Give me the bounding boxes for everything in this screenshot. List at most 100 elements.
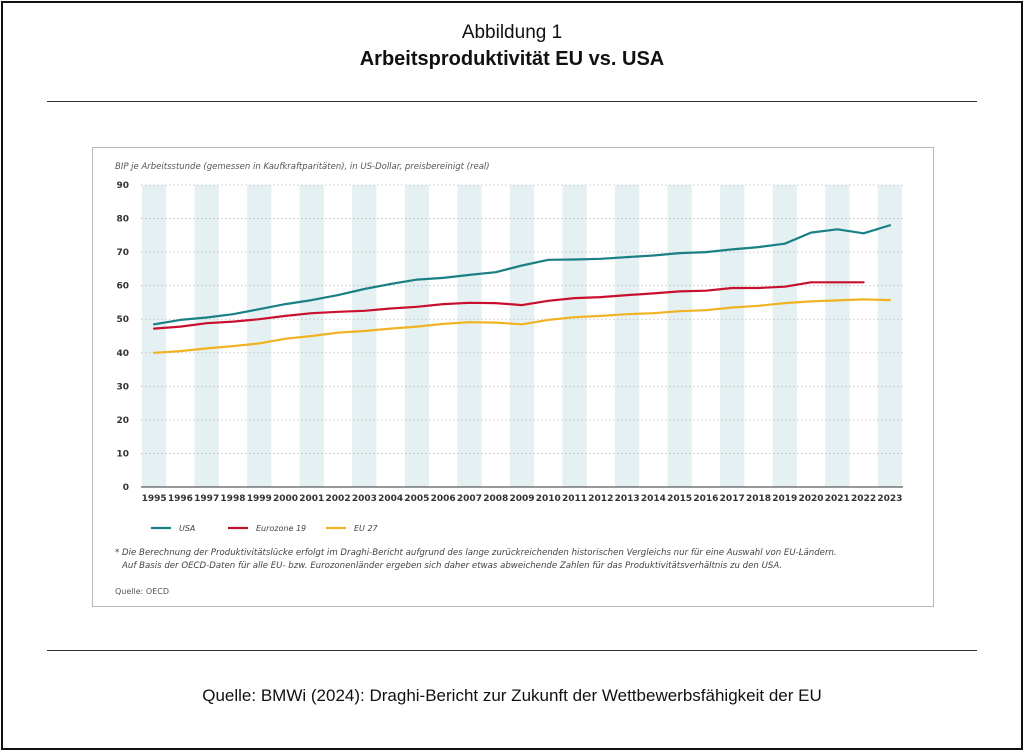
data-point-eurozone-19-1998: [232, 320, 234, 323]
data-point-usa-2006: [442, 277, 445, 279]
footnote-line-1: * Die Berechnung der Produktivitätslücke…: [115, 548, 837, 558]
series-line-eurozone-19: [152, 281, 865, 330]
year-band-2005: [404, 185, 430, 487]
data-point-eu-27-2010: [547, 318, 550, 321]
data-point-eu-27-2002: [337, 331, 339, 334]
data-point-eu-27-2015: [678, 310, 681, 313]
data-point-eurozone-19-1995: [153, 327, 156, 330]
data-point-eurozone-19-2022: [862, 281, 865, 284]
year-band-2011: [562, 185, 587, 487]
data-point-eurozone-19-2011: [573, 297, 576, 299]
legend-label: USA: [179, 524, 195, 533]
data-point-usa-2013: [626, 256, 629, 259]
data-point-eu-27-2004: [389, 327, 392, 330]
x-tick-label: 2014: [641, 494, 666, 504]
data-point-usa-2012: [599, 257, 602, 260]
y-axis-label: BIP je Arbeitsstunde (gemessen in Kaufkr…: [115, 162, 490, 172]
x-tick-label: 2011: [562, 494, 587, 504]
line-chart: BIP je Arbeitsstunde (gemessen in Kaufkr…: [115, 162, 903, 596]
y-tick-label: 70: [116, 248, 129, 258]
data-point-usa-2015: [678, 252, 681, 255]
x-tick-label: 2007: [457, 494, 482, 504]
data-point-eu-27-2013: [626, 313, 629, 316]
data-point-eurozone-19-2016: [705, 289, 707, 292]
data-point-eu-27-2007: [468, 321, 471, 324]
x-tick-label: 2017: [720, 494, 745, 504]
x-tick-label: 2001: [299, 494, 324, 504]
x-tick-label: 2015: [667, 494, 692, 504]
data-point-eu-27-2011: [573, 316, 576, 319]
x-tick-label: 2000: [273, 494, 298, 504]
data-point-eu-27-2000: [284, 337, 287, 340]
data-point-usa-2002: [337, 294, 339, 296]
data-point-usa-2022: [862, 232, 865, 235]
x-tick-label: 1999: [247, 494, 272, 504]
data-point-usa-1995: [153, 323, 156, 326]
y-tick-label: 10: [116, 449, 129, 459]
year-band-2021: [825, 185, 850, 487]
data-point-eurozone-19-1997: [205, 322, 208, 325]
x-tick-label: 2016: [693, 494, 718, 504]
data-point-usa-1996: [179, 318, 182, 321]
x-tick-label: 1998: [220, 494, 245, 504]
data-point-eurozone-19-2015: [678, 290, 681, 293]
data-point-eu-27-1998: [232, 345, 234, 347]
legend-label: EU 27: [354, 524, 379, 533]
footnote-line-2: Auf Basis der OECD-Daten für alle EU- bz…: [121, 561, 782, 571]
data-point-eu-27-1999: [258, 342, 261, 345]
x-tick-label: 2018: [746, 494, 771, 504]
data-point-eurozone-19-2008: [494, 302, 497, 305]
data-point-eurozone-19-2006: [442, 303, 445, 306]
data-point-eu-27-2008: [494, 321, 497, 324]
data-point-eurozone-19-2013: [626, 294, 629, 296]
data-point-eu-27-2009: [521, 323, 523, 326]
x-tick-label: 2006: [431, 494, 456, 504]
y-tick-label: 40: [116, 349, 129, 359]
x-tick-label: 2020: [799, 494, 824, 504]
data-point-usa-2008: [494, 271, 497, 274]
data-point-eu-27-1996: [179, 350, 182, 352]
data-point-eurozone-19-2005: [415, 305, 418, 308]
x-tick-label: 2009: [509, 494, 534, 504]
data-point-usa-1999: [258, 308, 261, 311]
data-point-eurozone-19-2020: [810, 281, 812, 284]
y-tick-label: 30: [116, 382, 129, 392]
data-point-eu-27-2017: [731, 306, 734, 309]
x-tick-label: 2005: [404, 494, 429, 504]
data-point-eurozone-19-2012: [599, 296, 602, 298]
figure-title: Arbeitsproduktivität EU vs. USA: [359, 48, 665, 70]
data-point-eurozone-19-2003: [363, 309, 366, 312]
data-point-eu-27-2016: [705, 309, 707, 312]
data-point-usa-2020: [810, 231, 812, 234]
x-tick-label: 2013: [615, 494, 640, 504]
data-point-eu-27-2018: [757, 304, 760, 307]
year-band-2009: [509, 185, 535, 487]
data-point-eu-27-2019: [783, 302, 786, 305]
year-band-2003: [352, 185, 377, 487]
data-point-eu-27-1995: [153, 351, 156, 354]
data-point-usa-2023: [888, 224, 891, 227]
data-point-usa-1997: [205, 316, 208, 319]
y-tick-label: 50: [116, 315, 129, 325]
data-point-eurozone-19-2007: [468, 301, 471, 304]
y-tick-label: 20: [116, 416, 129, 426]
x-tick-label: 2019: [772, 494, 797, 504]
data-point-eurozone-19-2002: [337, 310, 339, 313]
data-point-eurozone-19-2004: [389, 307, 392, 310]
data-point-usa-1998: [232, 313, 234, 316]
x-tick-label: 1995: [142, 494, 167, 504]
data-point-eurozone-19-2009: [521, 304, 523, 307]
year-band-2023: [877, 185, 902, 487]
data-point-eurozone-19-2001: [310, 312, 313, 315]
data-point-usa-2007: [468, 274, 471, 276]
x-tick-label: 2004: [378, 494, 403, 504]
data-point-eu-27-2023: [888, 299, 891, 301]
chart-source: Quelle: OECD: [115, 587, 169, 596]
data-point-usa-2021: [836, 228, 839, 231]
data-point-eurozone-19-1999: [258, 318, 261, 321]
data-point-usa-2011: [573, 258, 576, 261]
x-tick-label: 2002: [326, 494, 351, 504]
x-tick-label: 2023: [877, 494, 902, 504]
figure-label: Abbildung 1: [461, 22, 563, 43]
